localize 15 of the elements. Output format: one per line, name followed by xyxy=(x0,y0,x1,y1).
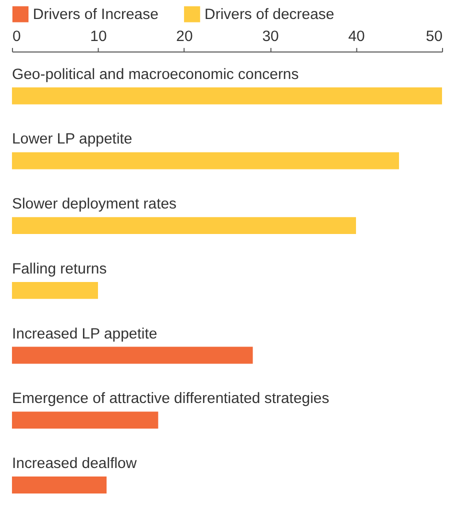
x-tick-label: 20 xyxy=(176,28,193,45)
x-tick-label: 10 xyxy=(90,28,107,45)
y-tick-label: Emergence of attractive differentiated strategies xyxy=(12,390,330,408)
y-tick-label: Geo-political and macroeconomic concerns xyxy=(12,66,299,83)
x-tick-label: 40 xyxy=(348,28,365,45)
y-tick-label: Lower LP appetite xyxy=(12,130,132,148)
y-tick-label: Slower deployment rates xyxy=(12,196,177,213)
legend-label: Drivers of decrease xyxy=(204,6,334,24)
y-tick-label: Increased LP appetite xyxy=(12,325,158,342)
legend-label: Drivers of Increase xyxy=(32,6,158,24)
y-tick-label: Falling returns xyxy=(12,260,107,278)
x-tick-label: 50 xyxy=(426,28,443,45)
x-tick-label: 0 xyxy=(12,28,21,45)
x-tick-label: 30 xyxy=(262,28,279,45)
y-tick-label: Increased dealflow xyxy=(12,455,137,472)
